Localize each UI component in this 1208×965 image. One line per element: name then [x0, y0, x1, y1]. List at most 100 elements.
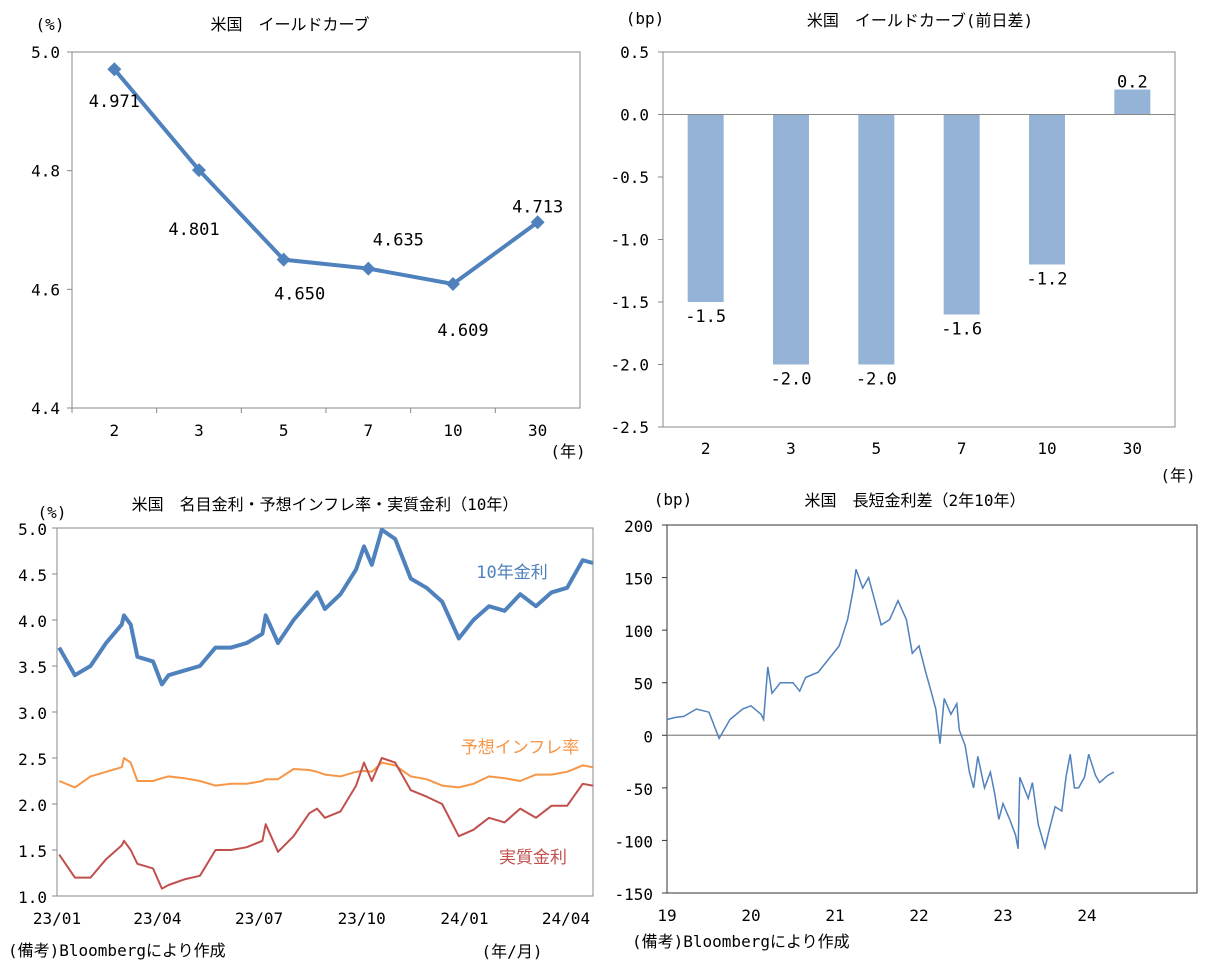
x-axis-unit: (年/月) [482, 942, 543, 961]
chart-title: 米国 長短金利差（2年10年） [805, 491, 1026, 510]
x-tick-label: 2 [110, 421, 120, 440]
x-tick-label: 23/04 [133, 909, 181, 928]
y-tick-label: 2.5 [18, 750, 47, 769]
y-tick-label: 4.0 [18, 612, 47, 631]
x-axis-unit: (年) [550, 442, 585, 461]
x-tick-label: 7 [364, 421, 374, 440]
plot-area [666, 524, 1198, 894]
data-label: 4.971 [89, 92, 140, 112]
y-tick-label: -0.5 [610, 168, 649, 187]
y-tick-label: 50 [634, 675, 653, 694]
x-tick-label: 24 [1077, 906, 1096, 925]
y-tick-label: 4.6 [31, 280, 60, 299]
y-tick-label: -1.0 [610, 231, 649, 250]
chart-title: 米国 名目金利・予想インフレ率・実質金利（10年） [132, 495, 519, 514]
x-tick-label: 3 [194, 421, 204, 440]
series-label: 実質金利 [499, 848, 567, 868]
y-tick-label: -150 [614, 885, 653, 904]
yield-curve-chart: 米国 イールドカーブ (%) (年) 4.4 4.6 4.8 5.0 2 3 5 7 10 30 4… [31, 15, 586, 461]
footnote: (備考)Bloombergにより作成 [8, 941, 226, 960]
plot-area [56, 527, 594, 897]
series-line [666, 568, 1115, 851]
data-label: -1.2 [1027, 270, 1068, 290]
bar [1114, 89, 1151, 115]
data-label: -2.0 [856, 370, 897, 390]
y-tick-label: 200 [624, 517, 653, 536]
chart-title: 米国 イールドカーブ(前日差) [807, 11, 1033, 30]
x-tick-label: 24/04 [542, 909, 590, 928]
x-tick-label: 3 [786, 439, 796, 458]
y-tick-label: -2.5 [610, 418, 649, 437]
data-point-marker [276, 252, 291, 267]
y-tick-label: 1.0 [18, 888, 47, 907]
chart-title: 米国 イールドカーブ [210, 15, 369, 34]
bar [858, 114, 895, 365]
y-tick-label: 5.0 [18, 520, 47, 539]
y-tick-label: 4.5 [18, 566, 47, 585]
y-tick-label: 0.0 [620, 106, 649, 125]
bar [773, 114, 809, 365]
x-tick-label: 5 [279, 421, 289, 440]
y-tick-label: 5.0 [31, 43, 60, 62]
series-line-1 [58, 757, 593, 789]
data-point-marker [446, 276, 460, 291]
bar [687, 114, 724, 302]
y-tick-label: 0 [643, 727, 653, 746]
yield-curve-change-chart: 米国 イールドカーブ(前日差) (bp) (年) -2.5 -2.0 -1.5 -1.… [610, 9, 1195, 485]
data-label: 4.801 [168, 220, 219, 240]
x-tick-label: 10 [1037, 439, 1056, 458]
y-tick-label: 3.0 [18, 704, 47, 723]
series-line-2 [58, 757, 593, 890]
x-tick-label: 19 [657, 906, 676, 925]
data-label: -1.6 [941, 320, 982, 340]
series-label: 予想インフレ率 [461, 738, 580, 758]
y-axis-unit: (bp) [626, 9, 665, 28]
data-label: -1.5 [685, 307, 726, 327]
x-tick-label: 23/07 [235, 909, 283, 928]
y-tick-label: -1.5 [610, 293, 649, 312]
data-label: 4.609 [437, 321, 488, 341]
x-tick-label: 2 [701, 439, 711, 458]
x-tick-label: 5 [872, 439, 882, 458]
y-tick-label: -2.0 [610, 356, 649, 375]
data-label: 4.635 [373, 231, 424, 251]
data-point-marker [107, 62, 122, 77]
bar [943, 114, 980, 315]
x-tick-label: 30 [528, 421, 547, 440]
x-tick-label: 22 [909, 906, 928, 925]
x-axis-unit: (年) [1160, 466, 1195, 485]
y-tick-label: 2.0 [18, 796, 47, 815]
yield-spread-chart: 米国 長短金利差（2年10年） (bp) (備考)Bloombergにより作成 … [614, 490, 1198, 951]
footnote: (備考)Bloombergにより作成 [632, 932, 850, 951]
bar [1029, 114, 1065, 265]
x-tick-label: 23/10 [338, 909, 386, 928]
data-label: 4.713 [512, 197, 563, 217]
y-tick-label: 150 [624, 570, 653, 589]
y-axis-unit: (%) [38, 503, 67, 522]
data-label: 0.2 [1117, 73, 1148, 93]
series-label: 10年金利 [476, 563, 547, 583]
series-line [112, 67, 539, 287]
y-axis-unit: (bp) [654, 490, 693, 509]
y-tick-label: 3.5 [18, 658, 47, 677]
nominal-inflation-real-rate-chart: 米国 名目金利・予想インフレ率・実質金利（10年） (%) (備考)Bloomb… [8, 495, 594, 961]
data-point-marker [361, 261, 376, 276]
data-point-marker [192, 163, 206, 178]
y-tick-label: 0.5 [620, 43, 649, 62]
y-axis-unit: (%) [36, 15, 65, 34]
data-point-marker [530, 215, 545, 230]
x-tick-label: 30 [1123, 439, 1142, 458]
x-tick-label: 23/01 [33, 909, 81, 928]
y-tick-label: 4.4 [31, 399, 60, 418]
x-tick-label: 10 [443, 421, 462, 440]
x-tick-label: 24/01 [440, 909, 488, 928]
series-line-0 [57, 527, 594, 687]
data-label: -2.0 [771, 370, 812, 390]
data-label: 4.650 [274, 285, 325, 305]
x-tick-label: 21 [825, 906, 844, 925]
y-tick-label: 4.8 [31, 162, 60, 181]
plot-area [662, 51, 1176, 428]
x-tick-label: 7 [957, 439, 967, 458]
x-tick-label: 23 [993, 906, 1012, 925]
